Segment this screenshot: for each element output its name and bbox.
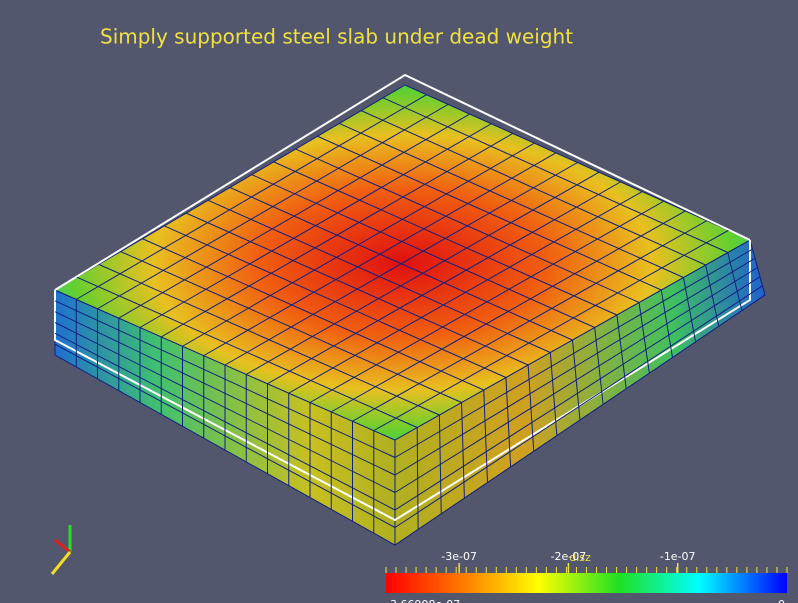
mesh-line: [54, 300, 396, 458]
title: Simply supported steel slab under dead w…: [100, 25, 573, 49]
color-bar-title: disz: [569, 551, 591, 564]
mesh-line: [394, 276, 761, 511]
axis-x: [54, 538, 71, 554]
mesh-line: [288, 191, 643, 394]
mesh-line: [97, 103, 449, 310]
mesh-line: [54, 322, 396, 493]
mesh-line: [394, 267, 758, 493]
mesh-line: [75, 94, 427, 300]
axes-triad: [50, 525, 72, 575]
mesh-line: [331, 210, 686, 413]
bounding-box: [54, 240, 751, 522]
mesh-line: [309, 200, 664, 403]
mesh-line: [182, 142, 535, 347]
mesh-line: [246, 171, 600, 375]
tick-label: -1e-07: [660, 550, 696, 563]
mesh-line: [118, 113, 470, 319]
tick-label: -2e-07: [551, 550, 587, 563]
mesh-line: [54, 343, 396, 528]
mesh-line: [54, 311, 396, 476]
mesh-line: [352, 220, 708, 422]
mesh-line: [394, 257, 756, 476]
mesh-line: [394, 285, 763, 528]
color-bar: disz -3e-07 -2e-07 -1e-07 -3.66908e-07 0: [385, 550, 788, 603]
mesh-line: [394, 248, 753, 458]
mesh-line: [267, 181, 621, 385]
range-min-label: -3.66908e-07: [386, 598, 460, 603]
mesh-line: [160, 133, 514, 338]
range-max-label: 0: [778, 598, 785, 603]
mesh-line: [139, 123, 492, 328]
slab: [53, 73, 766, 546]
mesh-line: [373, 229, 729, 432]
axis-z: [50, 551, 72, 575]
color-bar-gradient: [386, 573, 787, 593]
mesh-line: [203, 152, 557, 357]
bounding-box: [54, 73, 751, 291]
mesh-line: [54, 332, 396, 511]
tick-label: -3e-07: [441, 550, 477, 563]
mesh-line: [224, 162, 578, 366]
